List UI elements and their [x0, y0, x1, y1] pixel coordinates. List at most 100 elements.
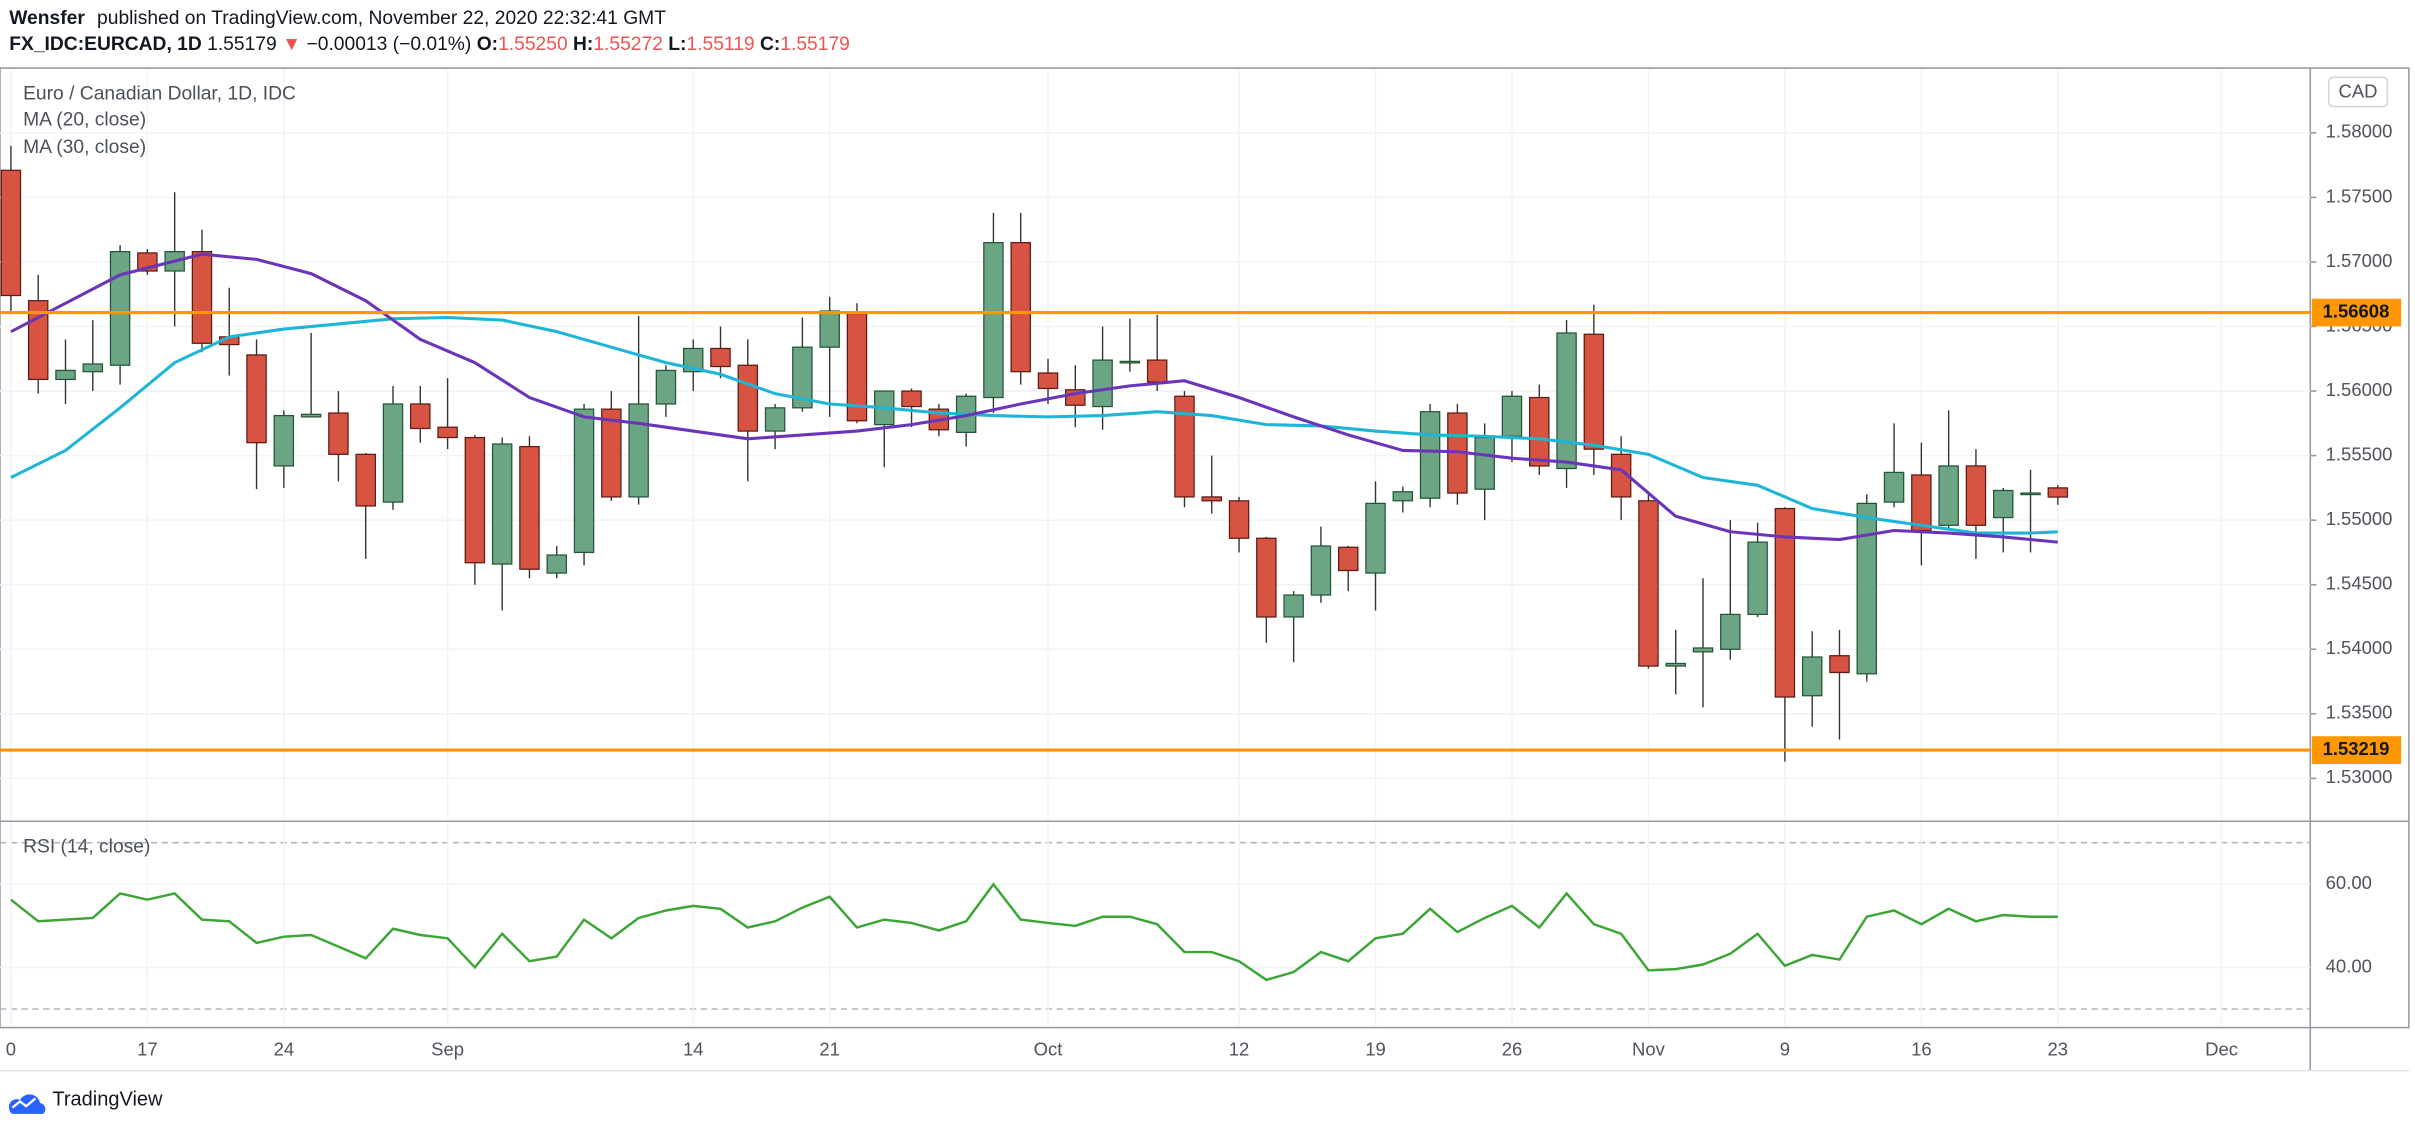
x-tick-label: 26 [1502, 1039, 1523, 1060]
candle-body [1201, 496, 1223, 502]
x-tick-label: Nov [1632, 1039, 1666, 1060]
open-label: O: [477, 34, 498, 55]
last: 1.55179 [207, 34, 277, 55]
level-tag [2311, 298, 2402, 327]
candle-body [2020, 492, 2041, 496]
y-tick-label: 1.55500 [2326, 443, 2393, 464]
candle-body [901, 390, 922, 408]
close-label: C: [760, 34, 780, 55]
candle-body [1146, 359, 1168, 383]
candle-body [1037, 372, 1059, 390]
y-tick-label: 1.55000 [2326, 508, 2393, 529]
close: 1.55179 [780, 34, 850, 55]
candle-body [1911, 474, 1932, 532]
candle-body [246, 354, 267, 444]
x-tick-label: 17 [137, 1039, 158, 1060]
x-tick-label: 24 [274, 1039, 295, 1060]
candle-body [628, 403, 649, 498]
candle-body [1801, 656, 1823, 697]
author: Wensfer [9, 8, 85, 29]
ma-line [10, 252, 2058, 544]
change: −0.00013 (−0.01%) [307, 34, 472, 55]
candle-body [1501, 395, 1523, 437]
candle-body [1310, 545, 1332, 596]
currency-box [2327, 76, 2389, 108]
candle-body [792, 346, 813, 409]
candle-body [410, 403, 431, 430]
symbol: FX_IDC:EURCAD, 1D [9, 34, 202, 55]
y-tick-label: 1.53000 [2326, 766, 2393, 787]
candle-body [382, 403, 404, 503]
low-label: L: [668, 34, 686, 55]
candle-body [273, 414, 295, 467]
level-label: 1.53219 [2323, 738, 2390, 759]
x-tick-label: Dec [2205, 1039, 2238, 1060]
candle-body [1856, 502, 1878, 675]
candle-body [1774, 507, 1796, 698]
candle-body [601, 408, 622, 498]
candle-body [655, 369, 677, 405]
candle-body [737, 364, 759, 432]
candle-body [355, 453, 376, 507]
candle-body [1010, 241, 1031, 373]
candle-body [1392, 491, 1414, 502]
published: published on TradingView.com, November 2… [97, 8, 666, 29]
candle-body [1692, 647, 1714, 653]
currency-label: CAD [2339, 81, 2378, 102]
y-tick-label: 60.00 [2326, 872, 2372, 893]
low: 1.55119 [686, 34, 754, 55]
candle-body [519, 445, 540, 570]
high: 1.55272 [593, 34, 663, 55]
x-tick-label: 12 [1229, 1039, 1250, 1060]
candle-body [819, 310, 840, 348]
arrow: ▼ [282, 34, 301, 55]
rsi-legend: RSI (14, close) [23, 836, 150, 857]
candle-body [710, 347, 731, 368]
y-tick-label: 1.57000 [2326, 250, 2393, 271]
y-tick-label: 1.54500 [2326, 573, 2393, 594]
plot: 1.53000 1.53500 1.54000 1.54500 1.55000 1.555… [0, 121, 2402, 1060]
level-label: 1.56608 [2323, 300, 2390, 321]
rsi-line [10, 882, 2058, 982]
candle-body [191, 251, 213, 344]
candle-body [1556, 332, 1577, 470]
candle-body [1529, 396, 1550, 467]
candle-body [1119, 360, 1141, 364]
x-tick-label: Sep [431, 1039, 464, 1060]
candle-body [491, 443, 513, 565]
candle-body [1583, 333, 1605, 450]
open: 1.55250 [498, 34, 568, 55]
candle-body [573, 408, 595, 554]
y-tick-label: 1.57500 [2326, 185, 2393, 206]
candle-body [0, 169, 22, 297]
grid [0, 69, 2317, 1027]
candle-body [300, 413, 322, 418]
candle-body [464, 436, 486, 564]
candle-body [2047, 487, 2069, 498]
candle-body [1638, 500, 1659, 667]
candle-body [1256, 537, 1277, 618]
candle-body [1992, 489, 2014, 519]
x-tick-label: 9 [1780, 1039, 1790, 1060]
chart-frame [0, 67, 2410, 1072]
candle-body [546, 554, 567, 574]
x-tick-label: 0 [6, 1039, 16, 1060]
high-label: H: [573, 34, 593, 55]
ma-line [10, 315, 2058, 535]
x-tick-label: 21 [819, 1039, 840, 1060]
x-tick-label: Oct [1034, 1039, 1063, 1060]
y-tick-label: 1.53500 [2326, 702, 2393, 723]
y-tick-label: 1.56000 [2326, 379, 2393, 400]
candle-body [1720, 613, 1741, 650]
x-tick-label: 14 [683, 1039, 704, 1060]
y-tick-label: 1.58000 [2326, 121, 2393, 142]
x-tick-label: 19 [1365, 1039, 1386, 1060]
candle-body [1829, 655, 1850, 674]
x-tick-label: 23 [2048, 1039, 2069, 1060]
x-tick-label: 16 [1911, 1039, 1932, 1060]
candle-body [1610, 453, 1632, 498]
candle-body [1474, 436, 1495, 490]
candle-body [1283, 594, 1304, 618]
candle-body [328, 412, 349, 455]
